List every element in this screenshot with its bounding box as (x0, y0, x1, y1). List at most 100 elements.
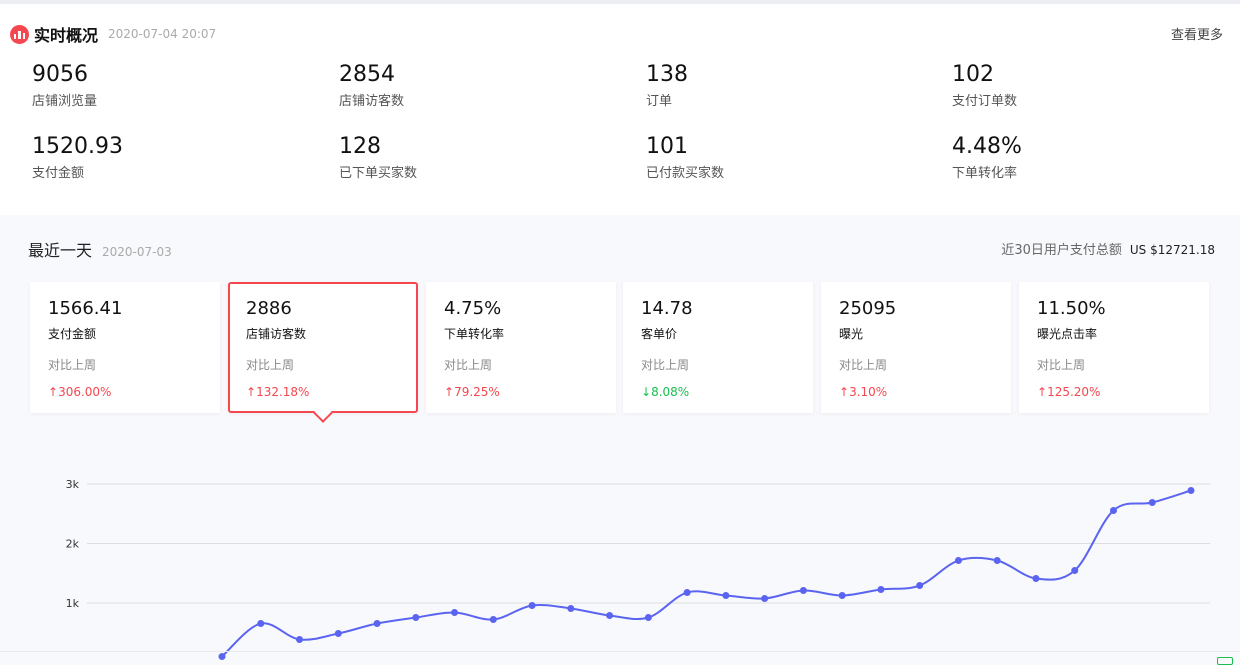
card-compare-label: 对比上周 (246, 358, 295, 372)
card-compare-label: 对比上周 (1037, 358, 1086, 372)
data-point[interactable] (1109, 506, 1117, 514)
metric-label: 已付款买家数 (646, 166, 725, 181)
data-point[interactable] (722, 592, 730, 600)
metric-label: 店铺浏览量 (32, 94, 98, 109)
card-name: 下单转化率 (444, 327, 505, 341)
card-compare-label: 对比上周 (444, 358, 493, 372)
metric-value: 2854 (339, 62, 395, 87)
stat-card[interactable]: 1566.41 支付金额 对比上周 ↑306.00% (30, 282, 220, 413)
data-point[interactable] (1071, 567, 1079, 575)
stat-card[interactable]: 14.78 客单价 对比上周 ↓8.08% (623, 282, 813, 413)
data-point[interactable] (606, 611, 614, 619)
card-change-value: 3.10% (849, 385, 888, 399)
y-tick-label: 3k (66, 478, 80, 491)
stat-card[interactable]: 11.50% 曝光点击率 对比上周 ↑125.20% (1019, 282, 1209, 413)
arrow-up-icon: ↑ (48, 385, 59, 399)
data-point[interactable] (296, 635, 304, 643)
card-name: 客单价 (641, 327, 678, 341)
card-change-value: 306.00% (58, 385, 112, 399)
card-compare-label: 对比上周 (641, 358, 690, 372)
data-point[interactable] (528, 601, 536, 609)
metric-value: 102 (952, 62, 994, 87)
metric-label: 支付金额 (32, 166, 85, 181)
data-point[interactable] (916, 582, 924, 590)
total-value: US $12721.18 (1129, 243, 1215, 257)
card-change: ↑125.20% (1037, 385, 1191, 399)
data-point[interactable] (683, 589, 691, 597)
day-header: 最近一天 2020-07-03 (28, 237, 172, 261)
realtime-panel: 实时概况 2020-07-04 20:07 查看更多 (0, 4, 1240, 215)
metric-item: 101 已付款买家数 (646, 134, 724, 181)
total-label: 近30日用户支付总额 (1001, 243, 1122, 258)
card-compare-label: 对比上周 (48, 358, 97, 372)
stat-card[interactable]: 25095 曝光 对比上周 ↑3.10% (821, 282, 1011, 413)
card-value: 14.78 (641, 298, 693, 319)
card-value: 1566.41 (48, 298, 123, 319)
day-title: 最近一天 (28, 241, 93, 260)
metric-item: 9056 店铺浏览量 (32, 62, 97, 109)
y-tick-label: 2k (66, 538, 80, 551)
data-point[interactable] (799, 587, 807, 595)
arrow-up-icon: ↑ (1037, 385, 1048, 399)
card-change-value: 8.08% (651, 385, 690, 399)
arrow-up-icon: ↑ (444, 385, 455, 399)
data-point[interactable] (489, 615, 497, 623)
card-value: 25095 (839, 298, 897, 319)
data-point[interactable] (877, 585, 885, 593)
realtime-timestamp: 2020-07-04 20:07 (108, 27, 217, 41)
card-change: ↑306.00% (48, 385, 202, 399)
realtime-title: 实时概况 (34, 26, 99, 45)
stat-card[interactable]: 4.75% 下单转化率 对比上周 ↑79.25% (426, 282, 616, 413)
card-name: 支付金额 (48, 327, 97, 341)
data-point[interactable] (954, 557, 962, 565)
data-point[interactable] (373, 620, 381, 628)
divider (0, 651, 1240, 652)
arrow-down-icon: ↓ (641, 385, 652, 399)
card-change: ↓8.08% (641, 385, 795, 399)
data-point[interactable] (451, 609, 459, 617)
card-name: 曝光 (839, 327, 864, 341)
data-point[interactable] (257, 620, 265, 628)
data-point[interactable] (218, 653, 226, 661)
metric-item: 2854 店铺访客数 (339, 62, 404, 109)
card-name: 店铺访客数 (246, 327, 307, 341)
metric-label: 支付订单数 (952, 94, 1018, 109)
data-point[interactable] (334, 630, 342, 638)
card-name: 曝光点击率 (1037, 327, 1098, 341)
metric-label: 订单 (646, 94, 673, 109)
metric-item: 128 已下单买家数 (339, 134, 417, 181)
metric-value: 4.48% (952, 134, 1022, 159)
metric-value: 9056 (32, 62, 88, 87)
realtime-header: 实时概况 2020-07-04 20:07 (10, 22, 216, 46)
data-point[interactable] (1032, 574, 1040, 582)
metric-item: 138 订单 (646, 62, 688, 109)
card-compare-label: 对比上周 (839, 358, 888, 372)
card-change: ↑79.25% (444, 385, 598, 399)
data-point[interactable] (567, 604, 575, 612)
data-point[interactable] (761, 594, 769, 602)
data-point[interactable] (644, 614, 652, 622)
corner-widget[interactable] (1217, 657, 1233, 665)
metric-value: 1520.93 (32, 134, 123, 159)
data-point[interactable] (1187, 486, 1195, 494)
stat-card[interactable]: 2886 店铺访客数 对比上周 ↑132.18% (228, 282, 418, 413)
data-point[interactable] (412, 614, 420, 622)
metric-item: 102 支付订单数 (952, 62, 1017, 109)
card-change-value: 125.20% (1047, 385, 1101, 399)
metric-item: 4.48% 下单转化率 (952, 134, 1022, 181)
data-point[interactable] (1148, 499, 1156, 507)
metric-label: 下单转化率 (952, 166, 1018, 181)
card-change: ↑3.10% (839, 385, 993, 399)
arrow-up-icon: ↑ (246, 385, 257, 399)
card-change-value: 132.18% (256, 385, 310, 399)
data-point[interactable] (993, 557, 1001, 565)
data-point[interactable] (838, 592, 846, 600)
card-value: 4.75% (444, 298, 502, 319)
metric-value: 138 (646, 62, 688, 87)
metric-value: 128 (339, 134, 381, 159)
metric-label: 已下单买家数 (339, 166, 418, 181)
view-more-link[interactable]: 查看更多 (1170, 28, 1223, 43)
top-border (0, 0, 1240, 4)
day-date: 2020-07-03 (102, 245, 172, 259)
